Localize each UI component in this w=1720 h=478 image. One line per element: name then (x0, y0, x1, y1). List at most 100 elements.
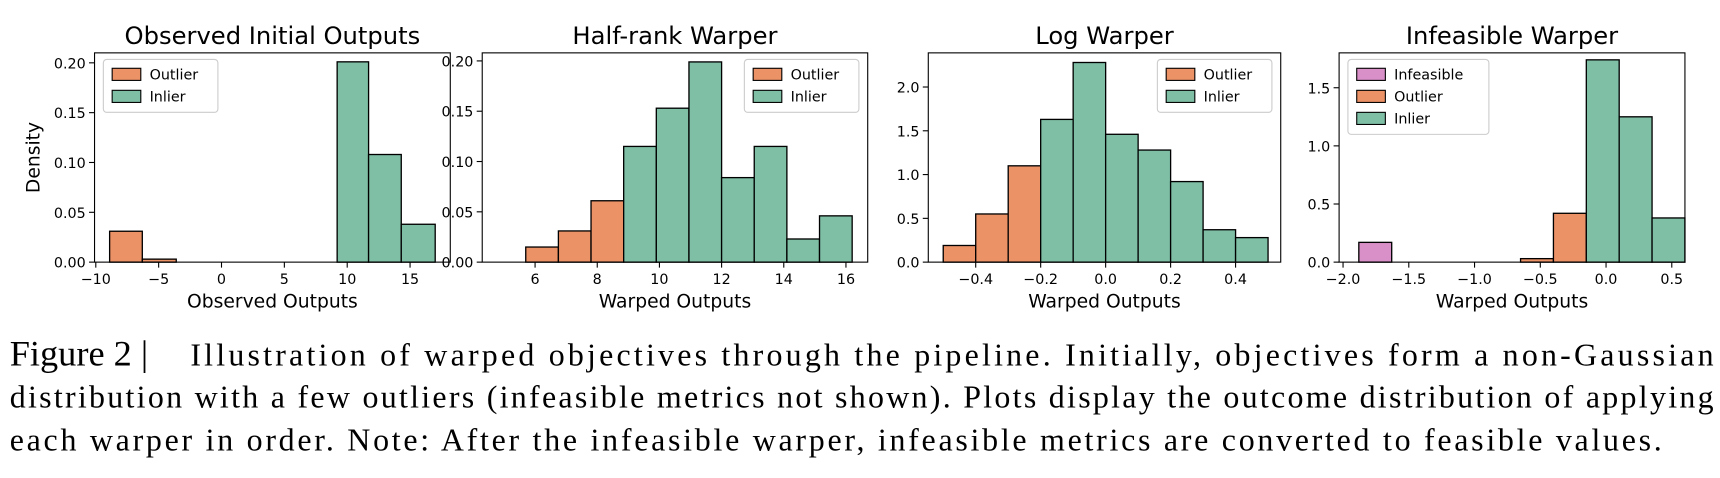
y-tick-label: 1.5 (897, 124, 920, 140)
x-tick-label: 12 (712, 272, 730, 288)
histogram-bar (720, 176, 755, 263)
histogram-bar (623, 145, 657, 263)
x-axis-label: Warped Outputs (1436, 291, 1588, 312)
caption-line: Illustration of warped objectives throug… (190, 338, 1713, 373)
y-tick-label: 0.10 (54, 156, 86, 172)
histogram-bar (367, 153, 402, 263)
histogram-bar (1137, 149, 1172, 263)
x-tick-label: 0.0 (1595, 272, 1618, 288)
y-tick-label: 0.15 (442, 105, 474, 121)
legend-label: Inlier (150, 89, 186, 105)
legend-swatch (111, 67, 142, 81)
legend-swatch (752, 67, 783, 81)
histogram-bar (818, 215, 853, 263)
x-tick-label: 16 (837, 272, 855, 288)
x-tick-label: −0.4 (958, 272, 993, 288)
x-tick-label: 15 (401, 272, 419, 288)
legend-label: Outlier (150, 67, 199, 83)
chart-title: Half-rank Warper (572, 22, 777, 50)
legend-swatch (1356, 111, 1386, 126)
plot-frame (93, 52, 451, 263)
x-tick-label: 14 (775, 272, 793, 288)
y-tick-label: 0.0 (897, 256, 920, 272)
legend-label: Inlier (1204, 89, 1240, 105)
y-tick-label: 0.05 (54, 206, 86, 222)
caption-line: each warper in order. Note: After the in… (10, 422, 1662, 457)
legend-label: Inlier (1394, 111, 1430, 127)
histogram-bar (688, 61, 723, 263)
x-tick-label: 0.4 (1224, 272, 1247, 288)
x-tick-label: 0 (217, 272, 226, 288)
histogram-bar (1585, 59, 1620, 263)
x-tick-label: 5 (280, 272, 289, 288)
histogram-bar (786, 238, 821, 263)
y-tick-label: 0.15 (54, 106, 86, 122)
plot-frame (481, 52, 869, 263)
x-tick-label: 10 (338, 272, 356, 288)
legend-label: Inlier (791, 89, 827, 105)
legend-label: Outlier (791, 67, 840, 83)
histogram-bar (1358, 241, 1393, 263)
histogram-bar (1651, 217, 1686, 263)
x-tick-label: −10 (81, 272, 111, 288)
y-tick-label: 0.10 (442, 155, 474, 171)
x-tick-label: 0.2 (1159, 272, 1182, 288)
legend-label: Outlier (1394, 89, 1443, 105)
legend-swatch (1356, 67, 1386, 81)
x-tick-label: −5 (148, 272, 169, 288)
plot-frame (1338, 52, 1686, 263)
histogram-bar (655, 107, 690, 263)
x-tick-label: 0.5 (1660, 272, 1683, 288)
x-tick-label: −1.0 (1457, 272, 1492, 288)
histogram-bar (1552, 212, 1587, 263)
plot-frame (927, 52, 1282, 263)
histogram-bar (753, 145, 788, 263)
histogram-bar (1234, 236, 1269, 263)
x-tick-label: −0.2 (1023, 272, 1058, 288)
histogram-bar (590, 200, 625, 263)
x-tick-label: 10 (650, 272, 668, 288)
legend-swatch (1165, 67, 1196, 81)
histogram-bar (1007, 165, 1042, 263)
legend-label: Outlier (1204, 67, 1253, 83)
caption-label: Figure 2 | (10, 334, 148, 374)
y-tick-label: 1.0 (1308, 139, 1331, 155)
legend-label: Infeasible (1394, 67, 1463, 83)
chart-title: Observed Initial Outputs (125, 22, 421, 50)
histogram-bar (1618, 116, 1653, 263)
x-tick-label: 0.0 (1094, 272, 1117, 288)
y-tick-label: 0.00 (54, 256, 86, 272)
chart-title: Log Warper (1035, 22, 1173, 50)
y-tick-label: 0.20 (442, 54, 474, 70)
histogram-bar (1169, 180, 1204, 263)
caption-line: distribution with a few outliers (infeas… (10, 380, 1714, 415)
x-tick-label: −0.5 (1523, 272, 1558, 288)
y-tick-label: 0.5 (1308, 198, 1331, 214)
legend-swatch (1165, 89, 1196, 103)
y-tick-label: 0.05 (442, 205, 474, 221)
x-axis-label: Warped Outputs (1028, 291, 1180, 312)
x-tick-label: 8 (593, 272, 602, 288)
x-axis-label: Warped Outputs (599, 291, 751, 312)
y-tick-label: 0.5 (897, 212, 920, 228)
y-tick-label: 1.0 (897, 168, 920, 184)
y-axis-label: Density (23, 122, 44, 193)
x-tick-label: −2.0 (1326, 272, 1361, 288)
histogram-bar (400, 223, 436, 263)
y-tick-label: 1.5 (1308, 81, 1331, 97)
y-tick-label: 0.20 (54, 56, 86, 72)
histogram-bar (1072, 61, 1107, 263)
histogram-bar (1040, 118, 1074, 263)
histogram-bar (975, 213, 1009, 263)
y-tick-label: 2.0 (897, 81, 920, 97)
x-tick-label: 6 (531, 272, 540, 288)
histogram-bar (1104, 133, 1139, 263)
chart-title: Infeasible Warper (1406, 22, 1618, 50)
legend-swatch (1356, 89, 1386, 103)
histogram-bar (1202, 229, 1237, 263)
histogram-bar (108, 230, 143, 263)
histogram-bar (336, 61, 370, 263)
x-tick-label: −1.5 (1391, 272, 1426, 288)
legend-swatch (752, 89, 783, 103)
